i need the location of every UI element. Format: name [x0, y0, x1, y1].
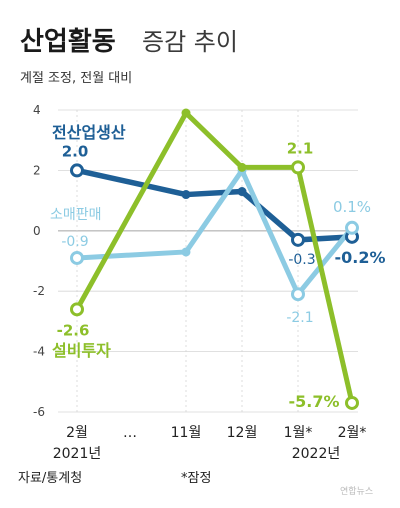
- chart-title: 산업활동: [20, 27, 116, 57]
- x-tick-label: 12월: [227, 425, 258, 441]
- data-point: [237, 162, 247, 172]
- data-point: [291, 160, 305, 175]
- data-point: [237, 187, 247, 197]
- chart-title-rest: 증감 추이: [142, 28, 238, 56]
- x-tick-label: 1월*: [284, 425, 313, 441]
- data-point: [291, 232, 305, 247]
- chart-subtitle: 계절 조정, 전월 대비: [20, 71, 132, 86]
- data-label: -2.1: [286, 310, 313, 326]
- data-labels: 2.0 -0.9 -2.6 2.1 -0.3 -2.1 0.1% -0.2% -5.7%: [57, 139, 386, 411]
- data-label: -0.9: [61, 234, 88, 250]
- y-tick-label: 4: [33, 103, 41, 117]
- data-label: -0.3: [288, 252, 315, 268]
- x-tick-sublabel: 2022년: [292, 446, 341, 462]
- y-tick-label: 2: [33, 163, 41, 177]
- data-point: [345, 220, 359, 235]
- y-tick-label: 0: [33, 224, 41, 238]
- x-axis-ticks: 2월 2021년 … 11월 12월 1월* 2022년 2월*: [53, 425, 367, 462]
- data-label: -0.2%: [334, 248, 385, 267]
- data-point: [181, 247, 191, 257]
- y-tick-label: -6: [33, 405, 45, 419]
- provisional-footnote: *잠정: [181, 471, 211, 486]
- data-point: [291, 287, 305, 302]
- series-name-label: 설비투자: [52, 341, 111, 360]
- data-point: [70, 250, 84, 265]
- series-name-label: 전산업생산: [52, 123, 126, 142]
- y-tick-label: -4: [33, 345, 45, 359]
- data-point: [345, 395, 359, 410]
- data-label: 0.1%: [333, 198, 371, 216]
- x-tick-sublabel: 2021년: [53, 446, 102, 462]
- data-point: [70, 302, 84, 317]
- data-label: 2.0: [62, 142, 89, 160]
- x-tick-label: …: [123, 425, 137, 441]
- series-points: [70, 108, 359, 410]
- x-tick-label: 2월*: [338, 425, 367, 441]
- y-tick-label: -2: [33, 284, 45, 298]
- data-point: [181, 190, 191, 200]
- grid-layer: [58, 109, 358, 413]
- data-point: [181, 108, 191, 118]
- data-label: -2.6: [57, 321, 90, 339]
- watermark: 연합뉴스: [340, 486, 373, 497]
- x-tick-label: 11월: [171, 425, 202, 441]
- y-axis-ticks: 4 2 0 -2 -4 -6: [33, 103, 45, 419]
- data-label: 2.1: [287, 139, 314, 157]
- source-note: 자료/통계청: [18, 471, 82, 486]
- data-label: -5.7%: [288, 392, 339, 411]
- data-point: [70, 163, 84, 178]
- series-name-label: 소매판매: [50, 207, 102, 223]
- x-tick-label: 2월: [66, 425, 88, 441]
